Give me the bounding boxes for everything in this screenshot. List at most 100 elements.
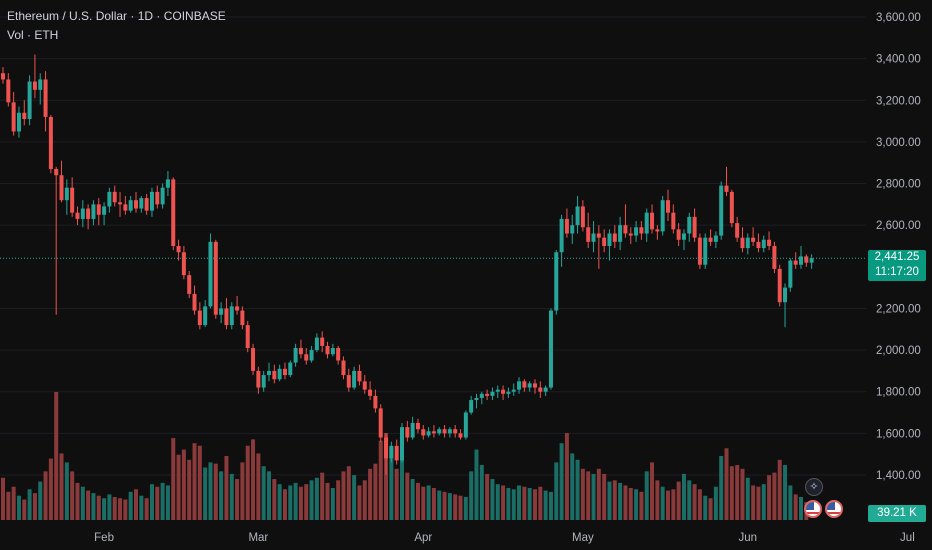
candle <box>11 91 16 136</box>
symbol-title[interactable]: Ethereum / U.S. Dollar · 1D · COINBASE <box>7 9 226 23</box>
candle-body <box>437 429 442 434</box>
volume-bar <box>458 495 463 520</box>
volume-bar <box>479 464 484 520</box>
candle <box>559 214 564 267</box>
candle <box>352 366 357 390</box>
candle-body <box>469 400 474 413</box>
volume-bar <box>160 482 165 520</box>
price-tick-label: 1,800.00 <box>876 387 921 399</box>
volume-bar <box>325 482 330 520</box>
candle-body <box>517 381 522 390</box>
price-tick-label: 1,400.00 <box>876 470 921 482</box>
candle <box>772 241 777 274</box>
candle <box>676 223 681 246</box>
candle-body <box>149 191 154 211</box>
candle-body <box>144 198 149 211</box>
candle-body <box>799 256 803 265</box>
candle-body <box>11 102 16 132</box>
volume-bar <box>91 493 96 520</box>
candle-body <box>761 239 766 249</box>
volume-bar <box>80 486 85 520</box>
candle-body <box>208 241 213 307</box>
candle-body <box>783 287 788 303</box>
candle <box>288 360 293 378</box>
candle <box>219 302 224 324</box>
volume-bar <box>304 484 309 520</box>
candle-body <box>118 202 123 205</box>
price-tick-label: 2,600.00 <box>876 220 921 232</box>
candle-body <box>43 79 48 117</box>
volume-bar <box>43 471 48 520</box>
volume-bar <box>96 495 101 520</box>
volume-bar <box>346 466 351 520</box>
candle <box>16 106 21 138</box>
flag-icon[interactable] <box>825 500 843 518</box>
candle-body <box>501 389 506 394</box>
candle-body <box>426 431 431 436</box>
candle <box>43 71 48 132</box>
volume-bar <box>788 485 793 520</box>
time-axis[interactable]: Feb Mar Apr May Jun Jul <box>94 532 915 544</box>
volume-bar <box>27 489 32 520</box>
candle <box>761 235 766 253</box>
candle-body <box>596 233 601 238</box>
candle <box>400 422 404 463</box>
flag-icon[interactable] <box>804 500 822 518</box>
candle-body <box>410 422 415 438</box>
candle <box>612 225 617 249</box>
candle <box>134 191 138 213</box>
volume-bar <box>341 471 346 520</box>
volume-bar <box>740 468 745 520</box>
volume-bar <box>447 493 452 520</box>
candle-body <box>267 370 271 376</box>
candle <box>107 187 112 213</box>
volume-bar <box>575 459 580 520</box>
volume-bar <box>272 479 277 520</box>
candle <box>22 100 27 126</box>
candle <box>756 233 761 253</box>
candle-body <box>309 350 314 361</box>
candle <box>32 54 37 99</box>
volume-bar <box>134 489 138 520</box>
candle-body <box>415 422 420 430</box>
candle-body <box>591 233 596 242</box>
candle-body <box>809 258 814 263</box>
volume-bar <box>463 496 468 520</box>
volume-bar <box>591 473 596 520</box>
candle <box>405 420 410 442</box>
candle-body <box>681 233 686 240</box>
volume-bar <box>11 486 16 520</box>
candle <box>415 418 420 434</box>
volume-bar <box>75 482 80 520</box>
volume-bar <box>559 443 564 520</box>
candle <box>282 362 287 380</box>
candle <box>564 208 569 238</box>
candle-body <box>751 237 756 242</box>
candle-body <box>373 395 378 409</box>
volume-bar <box>511 489 516 520</box>
candle <box>628 227 633 244</box>
candle <box>554 250 559 315</box>
volume-bar <box>139 495 144 520</box>
spark-icon[interactable]: ✧ <box>805 478 823 496</box>
candle <box>378 404 383 442</box>
candle <box>570 214 575 244</box>
candle-body <box>655 229 660 232</box>
volume-bar <box>415 482 420 520</box>
candle <box>442 425 447 438</box>
candle <box>410 416 415 440</box>
candle <box>91 200 96 226</box>
candle <box>123 196 128 215</box>
volume-bar <box>298 486 303 520</box>
candle <box>144 193 149 215</box>
candle-body <box>107 191 112 207</box>
volume-legend[interactable]: Vol · ETH <box>7 28 59 42</box>
price-axis[interactable]: 3,600.00 3,400.00 3,200.00 3,000.00 2,800.00… <box>876 12 921 482</box>
candle-body <box>48 116 53 169</box>
candle <box>346 368 351 392</box>
candle <box>75 206 80 226</box>
candle <box>80 200 85 228</box>
volume-bar <box>245 445 250 520</box>
candle <box>309 345 314 363</box>
